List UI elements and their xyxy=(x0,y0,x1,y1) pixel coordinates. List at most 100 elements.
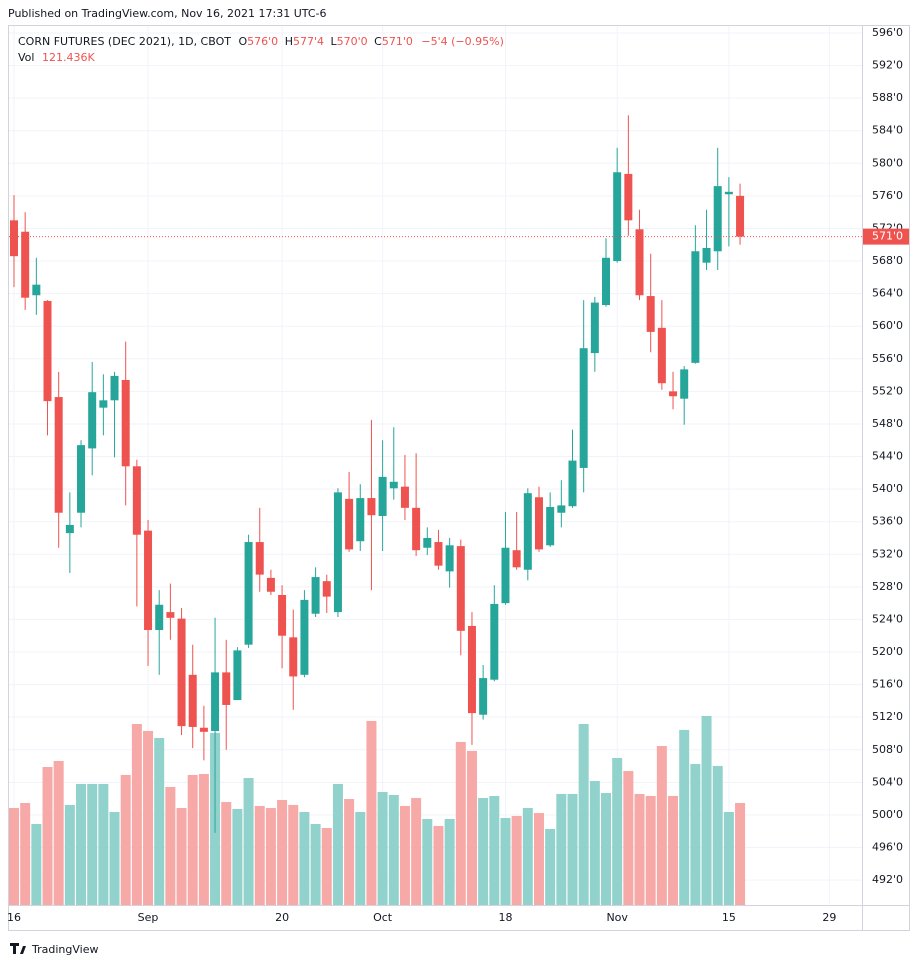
volume-bar xyxy=(310,824,321,905)
candle-body xyxy=(680,369,689,399)
candle-body xyxy=(132,466,141,535)
time-tick-label: 29 xyxy=(822,911,836,924)
volume-bar xyxy=(478,797,489,905)
candle-body xyxy=(177,618,186,727)
price-tick-label: 552'0 xyxy=(872,384,903,397)
volume-bar xyxy=(20,803,31,905)
volume-bar xyxy=(87,783,98,905)
price-tick-label: 548'0 xyxy=(872,417,903,430)
price-tick-label: 512'0 xyxy=(872,710,903,723)
legend-value: 577'4 xyxy=(293,35,324,48)
volume-bar xyxy=(42,766,53,905)
price-tick-label: 524'0 xyxy=(872,612,903,625)
candle-body xyxy=(467,625,476,714)
volume-bar xyxy=(690,763,701,905)
candle-body xyxy=(110,375,119,401)
volume-bar xyxy=(53,761,64,905)
price-tick-label: 540'0 xyxy=(872,482,903,495)
candle-body xyxy=(345,498,354,550)
candle-body xyxy=(155,604,164,631)
candle-body xyxy=(378,476,387,516)
volume-bar xyxy=(31,824,42,905)
candle-body xyxy=(222,672,231,705)
candle-body xyxy=(389,481,398,489)
candle-body xyxy=(266,577,275,592)
candle-body xyxy=(77,445,86,513)
volume-bar xyxy=(221,802,232,905)
volume-bar xyxy=(288,804,299,905)
candle-body xyxy=(188,674,197,727)
candle-body xyxy=(211,672,220,732)
volume-bar xyxy=(701,716,712,905)
volume-bar xyxy=(545,828,556,905)
candle-body xyxy=(121,379,130,467)
candle-body xyxy=(199,727,208,732)
price-tick-label: 588'0 xyxy=(872,91,903,104)
volume-bar xyxy=(154,738,165,905)
candle-body xyxy=(10,220,18,257)
price-tick-label: 496'0 xyxy=(872,840,903,853)
candle-body xyxy=(568,460,577,507)
volume-bar xyxy=(76,783,87,905)
legend-line: CORN FUTURES (DEC 2021), 1D, CBOT O576'0… xyxy=(18,35,504,48)
candle-body xyxy=(736,195,745,237)
candle-body xyxy=(523,493,532,570)
candle-body xyxy=(54,397,63,513)
candle-body xyxy=(289,637,298,677)
volume-bar xyxy=(366,720,377,905)
candle-body xyxy=(445,545,454,572)
brand-logo: TradingView xyxy=(10,943,98,956)
volume-bar xyxy=(522,807,533,905)
volume-bar xyxy=(388,794,399,905)
volume-bar xyxy=(712,765,723,905)
price-tick-label: 492'0 xyxy=(872,873,903,886)
published-note: Published on TradingView.com, Nov 16, 20… xyxy=(8,7,327,20)
candle-body xyxy=(635,229,644,296)
price-tick-label: 508'0 xyxy=(872,743,903,756)
volume-bar xyxy=(567,793,578,905)
brand-name: TradingView xyxy=(31,943,98,956)
candle-body xyxy=(657,327,666,384)
candle-body xyxy=(65,524,74,534)
time-tick-label: Oct xyxy=(373,911,393,924)
price-tick-label: 532'0 xyxy=(872,547,903,560)
volume-bar xyxy=(254,805,265,905)
logo-mark xyxy=(10,943,26,954)
volume-bar xyxy=(187,774,198,905)
candle-body xyxy=(534,497,543,550)
volume-bar xyxy=(455,741,466,905)
volume-bar xyxy=(500,817,511,905)
candle-body xyxy=(512,550,521,568)
panel-border xyxy=(8,25,910,931)
last-price-box xyxy=(863,228,909,245)
time-tick-label: 20 xyxy=(275,911,289,924)
candle-body xyxy=(702,248,711,263)
candle-body xyxy=(613,172,622,262)
candle-body xyxy=(624,173,633,221)
volume-bar xyxy=(64,804,75,905)
candle-body xyxy=(646,296,655,332)
price-tick-label: 536'0 xyxy=(872,515,903,528)
legend-value: 121.436K xyxy=(42,51,95,64)
candle-body xyxy=(144,530,153,631)
time-tick-label: 18 xyxy=(498,911,512,924)
volume-bar xyxy=(176,807,187,905)
price-tick-label: 568'0 xyxy=(872,254,903,267)
volume-bar xyxy=(656,745,667,905)
candle-body xyxy=(32,284,41,296)
price-tick-label: 592'0 xyxy=(872,59,903,72)
candle-body xyxy=(501,547,510,604)
volume-bar xyxy=(411,797,422,905)
legend-key: H xyxy=(285,35,293,48)
candle-body xyxy=(479,678,488,715)
volume-bar xyxy=(589,781,600,905)
legend-key: O xyxy=(238,35,247,48)
last-price-label: 571'0 xyxy=(872,230,903,243)
price-tick-label: 584'0 xyxy=(872,124,903,137)
volume-legend: Vol 121.436K xyxy=(18,51,95,64)
volume-bar xyxy=(265,807,276,905)
volume-bar xyxy=(355,812,366,905)
volume-bar xyxy=(344,798,355,905)
candle-body xyxy=(21,231,30,298)
